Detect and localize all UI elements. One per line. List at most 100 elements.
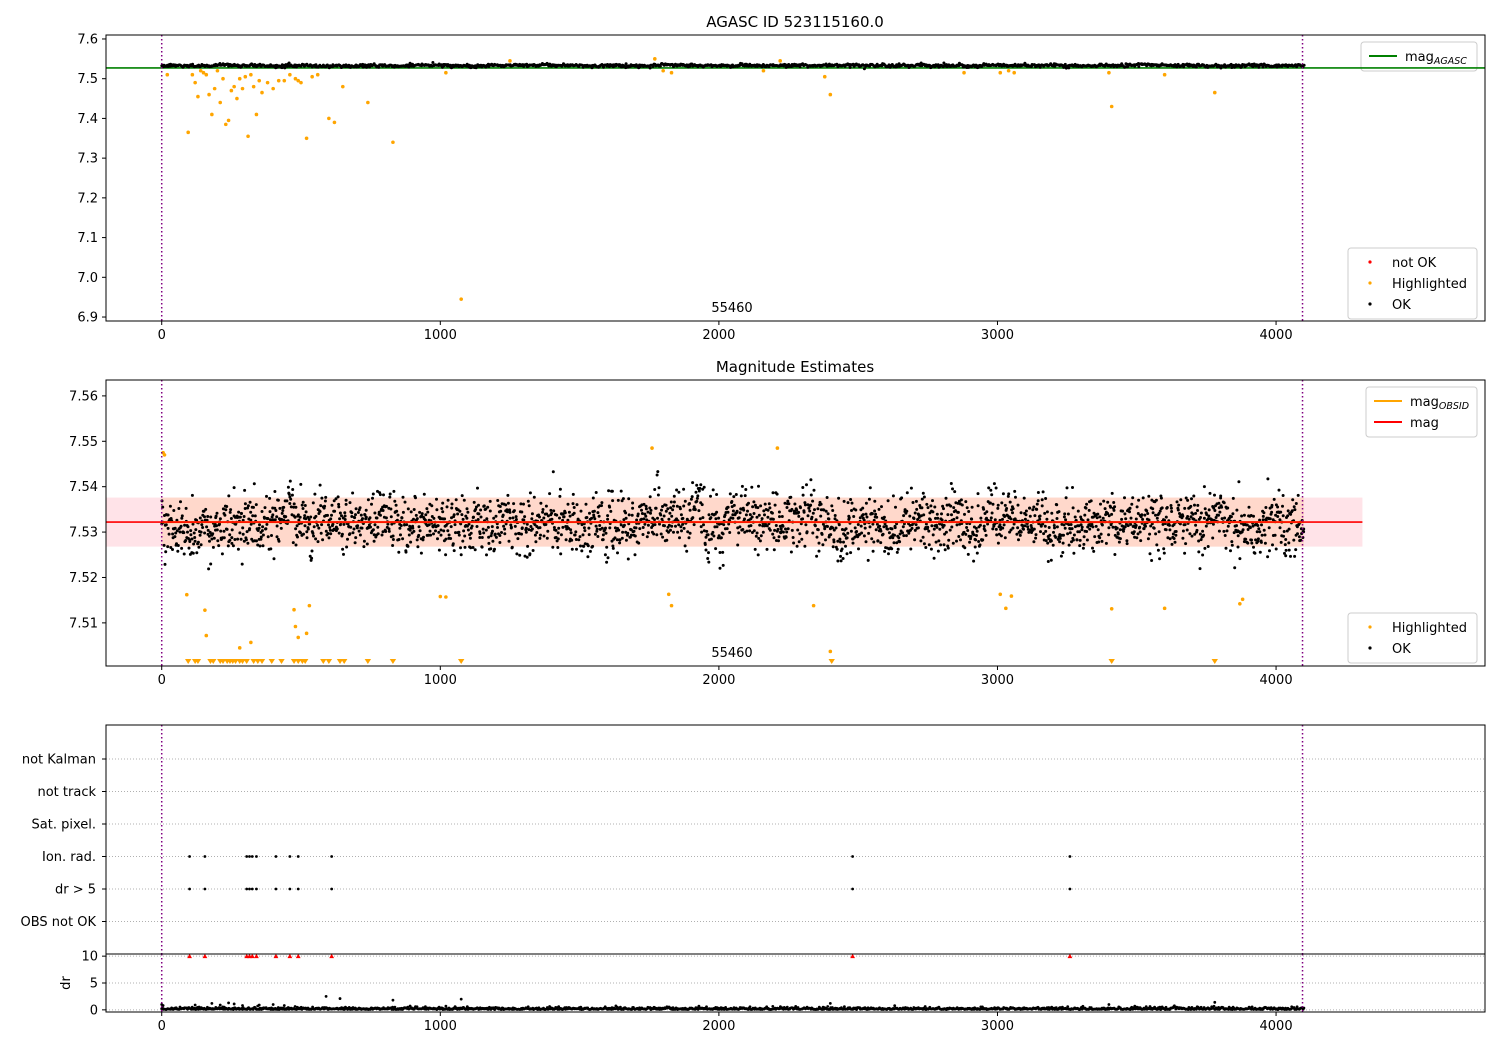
panel2-ok-point [582,526,586,530]
panel2-ok-point [606,517,610,521]
panel2-ok-point [737,516,741,520]
panel2-ok-point [482,504,486,508]
panel2-ok-point [1188,532,1192,536]
panel2-ok-point [485,517,489,521]
panel2-ok-point [1272,497,1276,501]
panel2-ok-point [544,523,548,526]
panel2-ok-point [755,515,759,519]
panel2-ok-point [855,530,859,533]
panel2-ok-point [509,523,513,527]
panel2-ok-point [663,524,666,528]
panel2-ok-point [600,504,603,508]
panel2-highlighted-point [669,603,674,608]
panel2-ok-point [922,542,926,546]
panel2-ok-point [640,517,643,521]
panel2-ok-point [411,526,415,530]
panel2-ok-point [338,523,342,527]
panel2-ok-point [481,527,485,531]
flag-label-3: Ion. rad. [42,850,96,865]
agasc-magnitude-panel: AGASC ID 523115160.0 55460 magAGASC not … [77,13,1486,343]
panel2-ok-point [601,533,605,537]
panel2-ok-point [473,548,477,552]
panel2-ok-point [791,536,795,539]
panel2-ok-point [874,528,878,532]
panel2-ok-point [942,543,946,547]
panel2-ok-point [275,535,279,539]
panel2-ok-point [614,529,618,533]
panel2-ok-point [1256,537,1260,541]
panel2-ok-point [305,530,309,534]
panel2-ok-point [1263,541,1267,545]
panel2-ok-point [306,515,310,519]
panel2-ok-point [371,528,375,532]
panel2-ok-point [824,509,828,513]
panel2-ok-point [1125,539,1129,543]
panel2-ok-point [954,509,957,513]
panel2-ok-point [645,535,649,539]
panel2-ok-point [191,522,195,526]
panel2-ok-point [936,516,940,520]
panel1-xtick-label-3000: 3000 [981,328,1014,343]
panel2-ok-point [978,523,982,527]
panel2-ok-point [266,535,270,539]
panel2-ok-point [956,510,960,514]
panel2-ok-point [777,535,781,539]
panel2-ok-point [1128,506,1132,510]
panel2-ok-point [208,539,211,543]
panel2-ok-point [904,534,908,538]
panel2-ok-point [173,526,177,530]
panel2-ok-point [786,527,790,531]
panel2-ok-point [346,537,349,541]
panel2-highlighted-point [998,592,1003,597]
panel2-ok-point [952,517,956,521]
panel2-ok-point [454,531,457,535]
panel2-ok-point [1181,536,1185,540]
panel1-highlighted-point [1012,70,1016,75]
panel2-ok-point [963,546,967,550]
panel2-ok-point [994,527,998,531]
panel2-ok-point [1278,518,1282,522]
panel2-ok-point [785,530,789,534]
panel2-ok-point [644,504,648,508]
panel2-ok-point [544,504,548,508]
panel2-ok-point [681,522,685,526]
panel2-ok-point [996,506,1000,510]
panel2-ok-point [1096,528,1100,532]
panel2-ok-point [1230,540,1234,544]
panel1-legend-bottom-label-2: OK [1392,298,1411,313]
panel2-ok-point [336,495,340,499]
panel2-ok-point [633,534,637,538]
panel2-ok-point [610,489,614,493]
panel2-ok-point [731,509,735,513]
panel2-ok-point [998,523,1002,527]
panel1-legend-bottom-handle-1 [1368,281,1372,285]
panel2-ok-point [243,502,247,506]
panel2-ok-point [1279,510,1283,514]
panel2-ok-point [643,522,647,526]
panel2-ok-point [314,537,318,541]
panel2-ok-point [525,522,529,526]
panel2-ok-point [751,505,755,509]
panel2-ok-point [1226,506,1230,510]
panel1-ok-point [1137,65,1141,69]
panel2-ok-point [354,507,358,511]
panel2-ok-point [1032,540,1036,544]
panel2-ok-point [546,529,550,533]
panel2-ok-point [167,532,171,536]
panel2-ok-point [757,484,760,488]
panel2-ok-point [792,541,796,545]
panel2-ok-point [338,511,342,515]
panel2-ok-point [675,488,679,492]
panel2-ok-point [340,514,343,518]
panel2-ok-point [763,502,767,506]
panel2-highlighted-point [1240,597,1245,602]
panel2-ok-point [641,533,645,536]
panel2-ok-point [585,516,589,519]
panel2-ok-point [329,517,333,521]
panel2-ok-point [685,549,689,553]
flag-label-5: OBS not OK [21,915,97,930]
panel2-ok-point [459,553,463,557]
panel2-ok-point [1048,533,1052,537]
panel2-ok-point [381,530,385,534]
panel2-ok-point [939,543,943,547]
